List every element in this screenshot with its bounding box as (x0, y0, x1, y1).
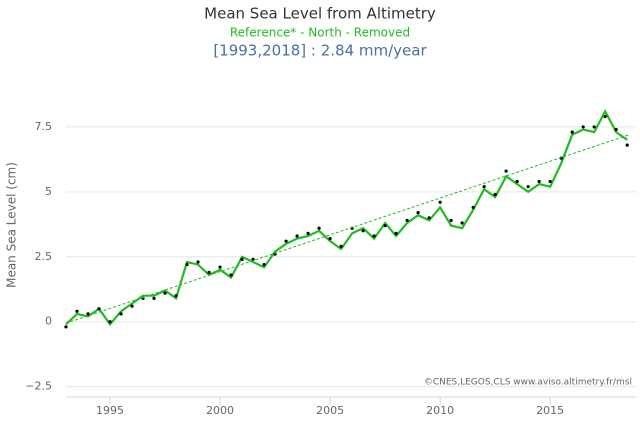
data-point (548, 179, 552, 184)
data-point (174, 294, 178, 298)
data-point (339, 244, 343, 248)
data-point (86, 312, 90, 316)
data-point (240, 257, 244, 261)
data-point (482, 185, 486, 189)
data-point (372, 234, 376, 238)
data-point (427, 216, 431, 220)
credit: ©CNES,LEGOS,CLS www.aviso.altimetry.fr/m… (424, 378, 632, 388)
chart-subtitle: Reference* - North - Removed (230, 26, 410, 40)
data-point (262, 262, 266, 267)
data-point (64, 325, 68, 329)
data-point (394, 231, 398, 235)
y-tick-label: 2.5 (35, 250, 53, 263)
data-point (75, 309, 79, 313)
data-point (251, 257, 255, 261)
data-point (119, 312, 123, 316)
x-tick-label: 2010 (426, 404, 454, 417)
data-point (592, 125, 596, 129)
y-axis-label: Mean Sea Level (cm) (5, 162, 19, 288)
data-point (295, 234, 299, 238)
y-tick-label: 0 (45, 315, 52, 328)
data-point (493, 192, 497, 197)
data-point (526, 185, 530, 189)
data-point (284, 239, 288, 243)
data-point (405, 218, 409, 223)
data-point (504, 169, 508, 173)
data-point (383, 224, 387, 228)
data-point (581, 125, 585, 129)
y-tick-label: −2.5 (25, 380, 52, 393)
x-tick-label: 2000 (206, 404, 234, 417)
data-point (537, 179, 541, 184)
data-point (438, 200, 442, 204)
trend-label: [1993,2018] : 2.84 mm/year (213, 42, 427, 60)
x-tick-label: 2005 (316, 404, 344, 417)
data-point (460, 221, 464, 225)
data-point (471, 205, 475, 210)
data-point (570, 130, 574, 134)
x-tick-label: 2015 (536, 404, 564, 417)
data-point (361, 229, 365, 233)
trend-line (70, 134, 630, 323)
data-point (196, 260, 200, 264)
data-point (97, 307, 101, 311)
data-point (625, 143, 629, 147)
data-point (449, 218, 453, 223)
data-point (229, 273, 233, 277)
chart-title: Mean Sea Level from Altimetry (204, 5, 436, 23)
x-tick-label: 1995 (96, 404, 124, 417)
data-point (515, 179, 519, 184)
y-tick-label: 7.5 (35, 120, 53, 133)
data-point (218, 265, 222, 269)
data-point (306, 231, 310, 235)
data-point (207, 270, 211, 274)
data-point (328, 236, 332, 241)
y-tick-label: 5 (45, 185, 52, 198)
data-point (108, 320, 112, 324)
data-point (130, 304, 134, 308)
data-point (603, 114, 607, 119)
data-point (614, 127, 618, 132)
data-point (185, 262, 189, 267)
data-point (163, 291, 167, 295)
data-point (416, 211, 420, 215)
series-line (65, 108, 628, 327)
data-point (317, 226, 321, 230)
data-point (152, 296, 156, 300)
